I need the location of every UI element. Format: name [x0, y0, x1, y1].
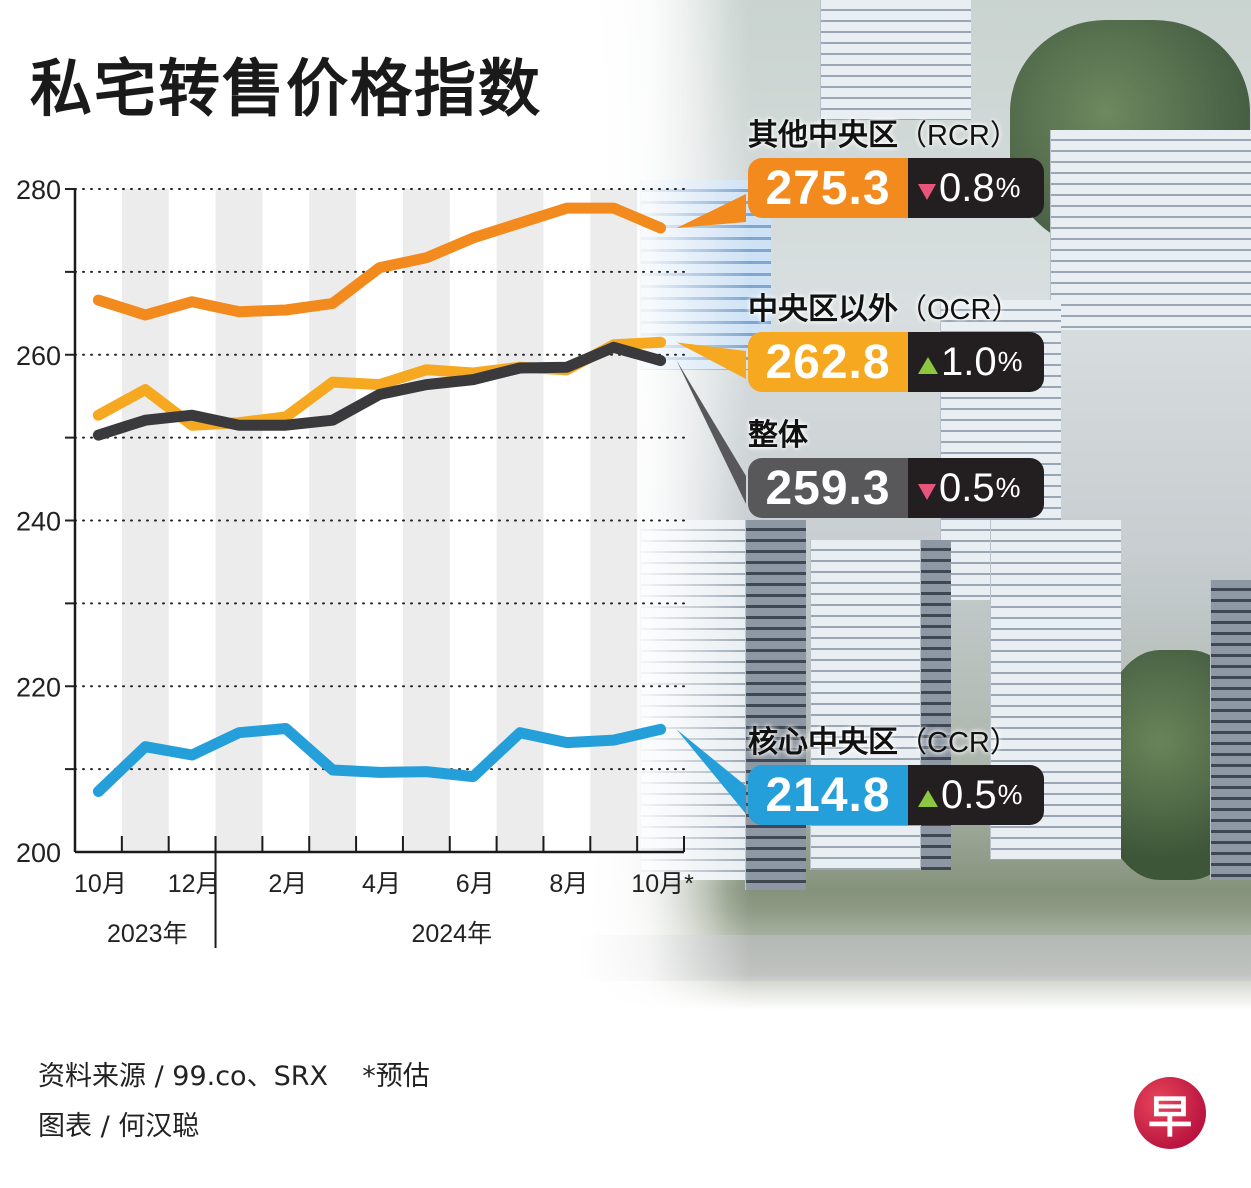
callout-ccr: 核心中央区（CCR） 214.8 0.5%	[748, 725, 1044, 825]
x-tick-label: 10月	[74, 870, 127, 898]
callout-label: 核心中央区（CCR）	[748, 725, 1019, 760]
index-value: 259.3	[748, 458, 908, 518]
change-value: 0.5%	[908, 458, 1044, 518]
value-pill: 214.8 0.5%	[748, 765, 1044, 825]
month-band	[590, 189, 638, 852]
down-triangle-icon	[918, 484, 936, 500]
series-line-overall	[92, 341, 667, 441]
up-triangle-icon	[918, 356, 938, 374]
month-band	[215, 189, 263, 852]
change-value: 0.8%	[908, 158, 1044, 218]
series-line-ccr	[92, 723, 667, 797]
x-tick-label: 6月	[456, 870, 495, 898]
index-value: 275.3	[748, 158, 908, 218]
source-note: 资料来源 / 99.co、SRX *预估 图表 / 何汉聪	[38, 1052, 430, 1152]
y-tick-label: 220	[16, 672, 61, 702]
y-tick-label: 200	[16, 838, 61, 868]
line-chart: 200 220 240 260 280 10月 12月 2月 4月 6月 8月 10月* 2023年 20…	[16, 175, 746, 948]
leader-ocr	[676, 342, 746, 379]
leader-ccr	[676, 729, 746, 814]
callout-label: 整体	[748, 418, 808, 453]
source-text: 资料来源 / 99.co、SRX *预估	[38, 1061, 430, 1092]
publisher-logo: 早	[1134, 1077, 1206, 1149]
chart-title: 私宅转售价格指数	[30, 52, 543, 125]
callout-label: 中央区以外（OCR）	[748, 292, 1021, 327]
up-triangle-icon	[918, 789, 938, 807]
change-value: 1.0%	[908, 332, 1044, 392]
callout-ocr: 中央区以外（OCR） 262.8 1.0%	[748, 292, 1044, 392]
value-pill: 275.3 0.8%	[748, 158, 1044, 218]
y-tick-label: 280	[16, 175, 61, 205]
year-label: 2024年	[411, 920, 492, 948]
x-tick-label: 8月	[549, 870, 588, 898]
down-triangle-icon	[918, 184, 936, 200]
callout-rcr: 其他中央区（RCR） 275.3 0.8%	[748, 118, 1044, 218]
x-tick-label: 2月	[268, 870, 307, 898]
value-pill: 262.8 1.0%	[748, 332, 1044, 392]
x-tick-label: 10月*	[631, 870, 694, 898]
value-pill: 259.3 0.5%	[748, 458, 1044, 518]
index-value: 214.8	[748, 765, 908, 825]
change-value: 0.5%	[908, 765, 1044, 825]
callout-overall: 整体 259.3 0.5%	[748, 418, 1044, 518]
credit-text: 图表 / 何汉聪	[38, 1111, 200, 1142]
x-tick-label: 12月	[168, 870, 221, 898]
callout-label: 其他中央区（RCR）	[748, 118, 1019, 153]
leader-rcr	[676, 194, 746, 228]
y-tick-label: 240	[16, 507, 61, 537]
x-tick-label: 4月	[362, 870, 401, 898]
series-line-rcr	[92, 202, 667, 321]
year-label: 2023年	[107, 920, 188, 948]
y-tick-label: 260	[16, 341, 61, 371]
index-value: 262.8	[748, 332, 908, 392]
leader-overall	[676, 360, 746, 504]
